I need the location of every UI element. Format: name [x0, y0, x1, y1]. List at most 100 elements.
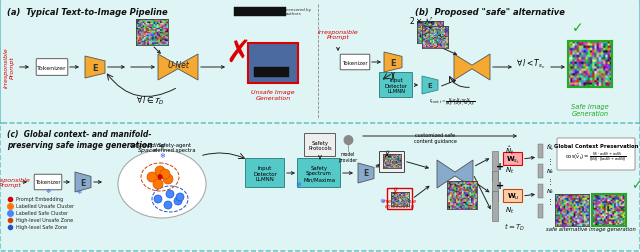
Text: ⬤: ⬤ [342, 134, 353, 145]
FancyBboxPatch shape [254, 68, 289, 78]
Text: ✗: ✗ [225, 38, 251, 67]
FancyBboxPatch shape [36, 59, 68, 76]
Text: Safe Image
Generation: Safe Image Generation [571, 103, 609, 116]
Text: model
provider: model provider [339, 151, 358, 162]
Text: $\widetilde{x}_r$: $\widetilde{x}_r$ [392, 185, 402, 197]
Text: ❄: ❄ [380, 199, 385, 204]
Text: Unsafe Image
Generation: Unsafe Image Generation [251, 90, 295, 101]
Text: Tokenizer: Tokenizer [37, 65, 67, 70]
Polygon shape [422, 77, 438, 94]
Text: High-level Unsafe Zone: High-level Unsafe Zone [16, 218, 73, 223]
Text: E: E [390, 58, 396, 67]
FancyBboxPatch shape [380, 73, 413, 98]
Text: $2\times \mathcal{N}_0$: $2\times \mathcal{N}_0$ [408, 16, 435, 28]
Text: Irresponsible
Prompt: Irresponsible Prompt [4, 47, 15, 88]
Text: ❄: ❄ [159, 152, 165, 158]
Text: $\cos(\hat{v}_t) = \frac{N_0\cdot w_u N_t + w_s N_t}{\|N_t\|\cdot\|w_u N_t + w_s: $\cos(\hat{v}_t) = \frac{N_0\cdot w_u N_… [565, 150, 627, 163]
FancyBboxPatch shape [504, 190, 522, 203]
FancyBboxPatch shape [492, 191, 498, 221]
Text: (a)  Typical Text-to-Image Pipeline: (a) Typical Text-to-Image Pipeline [7, 8, 168, 17]
Text: Safety
Protocols: Safety Protocols [308, 140, 332, 151]
FancyBboxPatch shape [246, 159, 285, 188]
Text: High-level Safe Zone: High-level Safe Zone [16, 225, 67, 230]
Text: E: E [364, 169, 369, 178]
Text: irresponsible
embedding: irresponsible embedding [383, 198, 417, 209]
Text: $\mathbf{W}_{u}$: $\mathbf{W}_{u}$ [507, 191, 519, 201]
Circle shape [160, 169, 170, 179]
Text: $N_t$: $N_t$ [506, 165, 515, 175]
FancyBboxPatch shape [387, 189, 413, 210]
Circle shape [157, 175, 163, 180]
Text: ❄: ❄ [45, 189, 51, 194]
Circle shape [155, 166, 165, 176]
Polygon shape [85, 57, 105, 79]
Text: E: E [92, 63, 98, 72]
Text: Prompt Embedding: Prompt Embedding [16, 197, 63, 202]
Text: Irresponsible
Prompt: Irresponsible Prompt [0, 177, 30, 188]
Polygon shape [358, 163, 374, 183]
FancyBboxPatch shape [557, 138, 635, 170]
Text: Labelled Unsafe Cluster: Labelled Unsafe Cluster [16, 204, 74, 209]
Text: safe alternative image generation: safe alternative image generation [546, 227, 636, 232]
FancyBboxPatch shape [538, 184, 543, 198]
Text: Tokenizer: Tokenizer [35, 180, 61, 185]
Polygon shape [437, 160, 473, 188]
Text: (c)  Global context- and manifold-
preserving safe image generation: (c) Global context- and manifold- preser… [7, 130, 152, 150]
Circle shape [154, 195, 162, 203]
FancyBboxPatch shape [0, 0, 640, 124]
FancyBboxPatch shape [234, 8, 286, 17]
FancyBboxPatch shape [538, 164, 543, 178]
FancyBboxPatch shape [0, 123, 640, 251]
Text: ❄: ❄ [459, 179, 465, 185]
FancyBboxPatch shape [248, 44, 298, 84]
Text: $\forall\, l < T_{s_v}$: $\forall\, l < T_{s_v}$ [516, 57, 546, 71]
Text: |: | [347, 142, 349, 151]
Text: E: E [81, 178, 86, 187]
Text: Global Context Preservation: Global Context Preservation [554, 143, 638, 148]
Text: U-Net: U-Net [167, 60, 189, 69]
Polygon shape [158, 55, 198, 81]
FancyBboxPatch shape [504, 153, 522, 166]
Text: censored by
authors: censored by authors [286, 8, 311, 16]
FancyBboxPatch shape [380, 152, 404, 173]
FancyBboxPatch shape [492, 171, 498, 201]
FancyBboxPatch shape [538, 204, 543, 218]
Text: Safety-agent
defined spectra: Safety-agent defined spectra [154, 142, 196, 153]
FancyBboxPatch shape [340, 55, 370, 71]
Text: $\ell_{cont,t}=\!\frac{N_0\!\cdot\! w_u N_t\!+\!w_s N_t}{\|N_t\|\cdot\|w_u N_t\!: $\ell_{cont,t}=\!\frac{N_0\!\cdot\! w_u … [429, 97, 475, 109]
Circle shape [163, 174, 173, 184]
Text: $N_t$: $N_t$ [506, 205, 515, 215]
Text: +: + [496, 161, 504, 171]
Text: $\forall\, l \in \mathcal{T}_{D}$: $\forall\, l \in \mathcal{T}_{D}$ [136, 94, 164, 107]
Polygon shape [75, 172, 91, 192]
Text: $\vdots$: $\vdots$ [546, 196, 552, 206]
Text: ✓: ✓ [631, 179, 640, 192]
FancyBboxPatch shape [538, 144, 543, 158]
Polygon shape [454, 55, 490, 81]
FancyBboxPatch shape [305, 134, 335, 157]
Text: $t = T_D$: $t = T_D$ [504, 220, 525, 232]
Text: $\hat{N}_t$: $\hat{N}_t$ [546, 142, 555, 153]
Text: $\vdots$: $\vdots$ [546, 176, 552, 186]
Text: $\widetilde{x}_s$: $\widetilde{x}_s$ [384, 148, 394, 160]
Polygon shape [384, 53, 402, 73]
Circle shape [174, 197, 182, 205]
Text: Safety
Spectrum
Min/Maxima: Safety Spectrum Min/Maxima [303, 165, 335, 182]
Text: customized safe
content guidance: customized safe content guidance [413, 133, 456, 143]
Text: E: E [428, 83, 433, 89]
Text: $\mathbf{W}_{s_t}$: $\mathbf{W}_{s_t}$ [506, 154, 520, 165]
FancyBboxPatch shape [492, 151, 498, 181]
Text: $N_t$: $N_t$ [546, 187, 554, 196]
Text: $\mathcal{N}_0$: $\mathcal{N}_0$ [135, 18, 148, 30]
Text: Tokenizer: Tokenizer [342, 60, 368, 65]
Text: $\hat{N}_t$: $\hat{N}_t$ [506, 144, 515, 157]
Circle shape [166, 190, 174, 198]
Text: ❄: ❄ [295, 181, 301, 187]
Text: Irresponsible
Prompt: Irresponsible Prompt [317, 29, 358, 40]
Circle shape [164, 201, 172, 209]
Text: Labelled Safe Cluster: Labelled Safe Cluster [16, 211, 68, 216]
Text: Embedding
Space: Embedding Space [130, 142, 166, 153]
FancyBboxPatch shape [298, 159, 340, 188]
Circle shape [147, 172, 157, 182]
Text: $\vdots$: $\vdots$ [546, 156, 552, 166]
